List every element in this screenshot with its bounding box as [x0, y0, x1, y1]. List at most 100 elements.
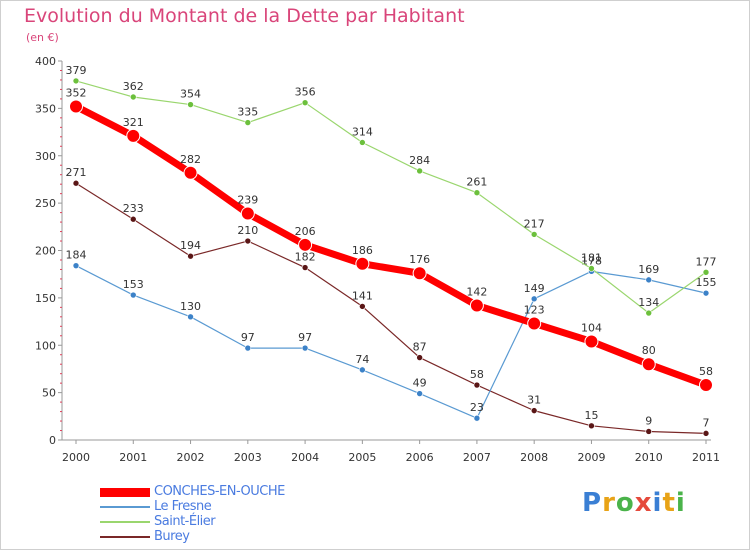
legend-label: Saint-Élier	[154, 514, 216, 529]
data-label: 181	[581, 252, 602, 265]
x-tick-label: 2003	[234, 451, 262, 464]
data-label: 206	[295, 225, 316, 238]
y-tick-label: 250	[35, 197, 56, 210]
data-point	[72, 77, 80, 85]
x-tick-label: 2008	[520, 451, 548, 464]
data-label: 141	[352, 289, 373, 302]
data-point	[129, 93, 137, 101]
data-point	[244, 237, 252, 245]
legend-label: Burey	[154, 529, 190, 544]
data-point	[641, 357, 656, 372]
data-point	[301, 344, 309, 352]
legend-swatch	[100, 521, 150, 523]
data-label: 354	[180, 88, 201, 101]
data-label: 271	[66, 166, 87, 179]
data-label: 314	[352, 125, 373, 138]
data-label: 134	[638, 296, 659, 309]
y-tick-label: 300	[35, 150, 56, 163]
data-label: 210	[237, 224, 258, 237]
unit-label: (en €)	[26, 31, 59, 44]
data-point	[530, 231, 538, 238]
legend-label: Le Fresne	[154, 499, 212, 514]
data-point	[126, 128, 141, 143]
data-label: 321	[123, 116, 144, 129]
series-line	[75, 265, 707, 419]
series-line	[75, 80, 707, 314]
data-point	[240, 206, 255, 221]
x-tick-label: 2010	[635, 451, 663, 464]
data-label: 149	[524, 282, 545, 295]
data-label: 23	[470, 401, 484, 414]
legend-swatch	[100, 506, 150, 508]
data-point	[702, 289, 710, 297]
data-label: 239	[237, 194, 258, 207]
data-label: 176	[409, 253, 430, 266]
data-label: 233	[123, 202, 144, 215]
series-le-fresne: 184 153 130 97 97 74 49 23 149 178 169 155	[66, 249, 717, 422]
data-label: 9	[645, 414, 652, 427]
data-label: 217	[524, 217, 545, 230]
data-label: 194	[180, 239, 201, 252]
y-tick-label: 0	[49, 434, 56, 447]
y-tick-label: 50	[42, 387, 56, 400]
data-label: 178	[581, 254, 602, 267]
data-point	[473, 414, 481, 422]
y-tick-label: 200	[35, 245, 56, 258]
y-tick-label: 400	[35, 55, 56, 68]
data-label: 15	[584, 409, 598, 422]
data-label: 142	[466, 285, 487, 298]
data-label: 362	[123, 80, 144, 93]
data-label: 184	[66, 249, 87, 262]
data-label: 379	[66, 64, 87, 77]
series-conches-en-ouche: 352 321 282 239 206 186 176 142 123 104 80 58	[66, 86, 713, 393]
x-tick-label: 2002	[177, 451, 205, 464]
data-point	[244, 344, 252, 352]
data-point	[645, 428, 653, 435]
data-label: 87	[413, 341, 427, 354]
data-point	[645, 276, 653, 284]
data-label: 155	[696, 276, 717, 289]
data-label: 153	[123, 278, 144, 291]
data-label: 123	[524, 303, 545, 316]
data-point	[416, 390, 423, 397]
data-point	[412, 266, 427, 281]
x-tick-label: 2001	[119, 451, 147, 464]
series-line	[72, 102, 710, 389]
data-point	[298, 237, 313, 252]
data-point	[702, 268, 710, 276]
data-point	[527, 316, 542, 331]
data-point	[416, 354, 423, 361]
data-label: 261	[466, 176, 487, 189]
data-label: 7	[703, 416, 710, 429]
data-point	[530, 295, 538, 303]
data-point	[588, 265, 595, 272]
axes	[61, 61, 711, 441]
data-label: 31	[527, 394, 541, 407]
data-label: 49	[413, 377, 427, 390]
data-label: 80	[642, 344, 656, 357]
data-point	[244, 119, 252, 126]
x-tick-label: 2007	[463, 451, 491, 464]
x-tick-label: 2011	[692, 451, 720, 464]
data-point	[183, 165, 198, 180]
data-point	[187, 252, 194, 260]
data-label: 169	[638, 263, 659, 276]
data-point	[187, 101, 194, 108]
data-label: 58	[699, 365, 713, 378]
data-label: 130	[180, 300, 201, 313]
data-point	[645, 309, 653, 317]
data-label: 177	[696, 255, 717, 268]
data-point	[416, 167, 423, 175]
data-point	[473, 381, 481, 389]
data-point	[359, 139, 366, 146]
data-point	[72, 262, 80, 269]
data-label: 335	[237, 106, 258, 119]
data-label: 282	[180, 153, 201, 166]
data-label: 97	[241, 331, 255, 344]
data-point	[359, 366, 366, 374]
series-line	[75, 182, 707, 434]
data-point	[699, 378, 713, 393]
x-axis-ticks: 2000 2001 2002 2003 2004 2005 2006 2007 2008 2009…	[62, 440, 720, 464]
